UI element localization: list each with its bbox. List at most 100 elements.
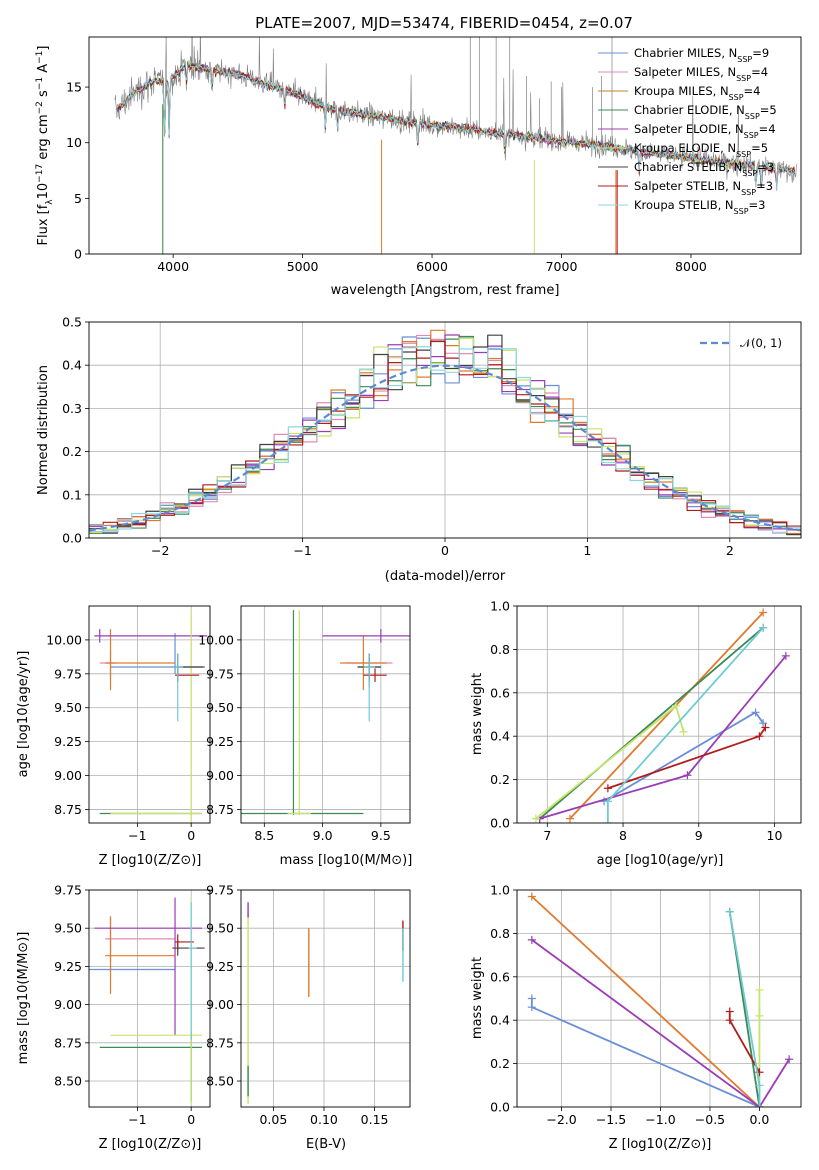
weight-Z-marker [755, 1081, 764, 1090]
weight-age-marker [759, 719, 768, 728]
legend-entry-num: =5 [760, 103, 777, 117]
mass_vs_Z-xlabel: Z [log10(Z/Z⊙)] [99, 1137, 202, 1152]
age_vs_Z-xlabel: Z [log10(Z/Z⊙)] [99, 853, 202, 868]
weight-age-line [606, 627, 764, 823]
mass_vs_ebv-ytick-label: 9.00 [206, 997, 234, 1012]
legend-entry-name: Chabrier ELODIE, N [634, 103, 745, 117]
spectrum-ylabel-part: 10 [36, 183, 51, 200]
weight-age-marker [603, 784, 612, 793]
legend-entry-num: =4 [751, 65, 768, 79]
legend-entry: Kroupa ELODIE, NSSP=5 [634, 141, 768, 159]
mass_vs_ebv-frame [240, 889, 411, 1108]
weight-age-line [539, 627, 764, 820]
weight_vs_Z-frame [516, 889, 802, 1108]
weight_vs_age-xlabel: age [log10(age/yr)] [597, 853, 724, 868]
legend-entry-num: =3 [756, 179, 773, 193]
legend-entry-name: Chabrier MILES, N [634, 46, 737, 60]
age_vs_Z-frame [88, 605, 211, 824]
weight-age-marker [683, 771, 692, 780]
residuals-xtick-label: −1 [293, 543, 311, 558]
spectrum-panel: 4000 5000 6000 7000 8000 0 5 10 15 wavelength [An… [35, 36, 802, 298]
age_vs_Z-ytick-label: 9.25 [54, 734, 82, 749]
spectrum-plot-area [114, 37, 798, 254]
weight-age-line [607, 727, 767, 790]
legend-entry: Chabrier MILES, NSSP=9 [634, 46, 769, 64]
weight_vs_age-ytick-label: 0.0 [490, 816, 510, 831]
spectrum-xtick-label: 4000 [157, 259, 189, 274]
weight_vs_Z-xtick-label: −2.0 [546, 1112, 576, 1127]
weight-Z-marker [527, 994, 536, 1003]
weight-Z-marker [755, 985, 764, 994]
age_vs_Z-ytick-label: 9.00 [54, 768, 82, 783]
age_vs_mass-plot-area [241, 606, 410, 823]
residual-histogram [89, 346, 801, 533]
weight-age-marker [566, 814, 575, 823]
weight-age-marker [781, 651, 790, 660]
weight-age-line [539, 655, 787, 820]
spectrum-model-line [115, 60, 795, 190]
age_vs_mass-ytick-label: 9.50 [206, 700, 234, 715]
weight-age-marker [751, 708, 760, 717]
spectrum-ylabel-part: −1 [35, 51, 45, 64]
residuals-ytick-label: 0.3 [62, 401, 82, 416]
weight-Z-marker [527, 892, 536, 901]
legend-entry-num: =9 [752, 46, 769, 60]
mass_vs_Z-ytick-label: 9.75 [54, 883, 82, 898]
age_vs_mass-ytick-label: 8.75 [206, 802, 234, 817]
age_vs_mass-xtick-label: 9.0 [313, 828, 333, 843]
weight-age-marker [679, 727, 688, 736]
age_vs_mass-xtick-label: 8.5 [254, 828, 274, 843]
weight_vs_age-ytick-label: 1.0 [490, 599, 510, 614]
legend-entry-sub: SSP [742, 169, 757, 178]
spectrum-xtick-label: 6000 [416, 259, 448, 274]
spectrum-ylabel-part: Flux [f [36, 204, 51, 245]
residuals-xtick-label: 2 [726, 543, 734, 558]
age_vs_Z-xtick-label: 0 [187, 828, 195, 843]
legend-entry: Kroupa STELIB, NSSP=3 [634, 198, 765, 216]
mass_vs_Z-ytick-label: 9.00 [54, 997, 82, 1012]
legend-entry-name: Kroupa MILES, N [634, 84, 729, 98]
legend-entry: Chabrier ELODIE, NSSP=5 [634, 103, 777, 121]
age_vs_Z-panel: −1 0 8.75 9.00 9.25 9.50 9.75 10.00 Z [log10(Z/Z… [16, 605, 211, 868]
legend-entry-sub: SSP [741, 188, 756, 197]
age_vs_Z-ytick-label: 9.75 [54, 666, 82, 681]
residuals-xlabel: (data-model)/error [385, 569, 506, 584]
spectrum-ylabel-part: ] [36, 46, 51, 51]
age_vs_Z-ytick-label: 8.75 [54, 802, 82, 817]
weight_vs_Z-xtick-label: 0.0 [749, 1112, 769, 1127]
weight-Z-marker [755, 1103, 764, 1107]
age_vs_mass-xlabel: mass [log10(M/M⊙)] [280, 853, 413, 868]
legend-entry: Kroupa MILES, NSSP=4 [634, 84, 760, 102]
age_vs_mass-panel: 8.5 9.0 9.5 8.75 9.00 9.25 9.50 9.75 10.00 mass [… [198, 605, 413, 868]
age_vs_mass-frame [240, 605, 411, 824]
spectrum-ylabel-part: −17 [35, 164, 45, 183]
legend-entry-sub: SSP [734, 207, 749, 216]
weight_vs_Z-ytick-label: 0.0 [490, 1100, 510, 1115]
spectrum-ylabel-part: −1 [35, 77, 45, 90]
spectrum-xtick-label: 8000 [675, 259, 707, 274]
spectrum-ylabel-part: erg cm [36, 114, 51, 163]
mass_vs_Z-ytick-label: 9.25 [54, 959, 82, 974]
weight_vs_Z-ytick-label: 0.8 [490, 926, 510, 941]
legend-entry-name: Kroupa STELIB, N [634, 198, 734, 212]
weight-Z-line [531, 939, 790, 1107]
mass_vs_Z-ylabel: mass [log10(M/M⊙)] [16, 932, 31, 1065]
weight_vs_age-ytick-label: 0.2 [490, 772, 510, 787]
legend-entry-name: Salpeter ELODIE, N [634, 122, 744, 136]
spectrum-frame [88, 36, 802, 255]
legend-entry-name: Chabrier STELIB, N [634, 160, 742, 174]
weight-age-marker [761, 723, 770, 732]
age_vs_mass-ytick-label: 9.75 [206, 666, 234, 681]
legend-entry-num: =3 [749, 198, 766, 212]
weight_vs_Z-xlabel: Z [log10(Z/Z⊙)] [609, 1137, 712, 1152]
residuals-frame [88, 321, 802, 539]
weight-Z-marker [785, 1055, 794, 1064]
weight_vs_Z-ylabel: mass weight [470, 957, 485, 1039]
weight_vs_age-ylabel: mass weight [470, 673, 485, 755]
age_vs_Z-plot-area [89, 606, 210, 823]
legend-entry: Salpeter ELODIE, NSSP=4 [634, 122, 776, 140]
weight_vs_age-ytick-label: 0.6 [490, 685, 510, 700]
legend-entry-sub: SSP [736, 74, 751, 83]
mass_vs_ebv-ytick-label: 8.50 [206, 1074, 234, 1089]
residuals-ytick-label: 0.1 [62, 487, 82, 502]
